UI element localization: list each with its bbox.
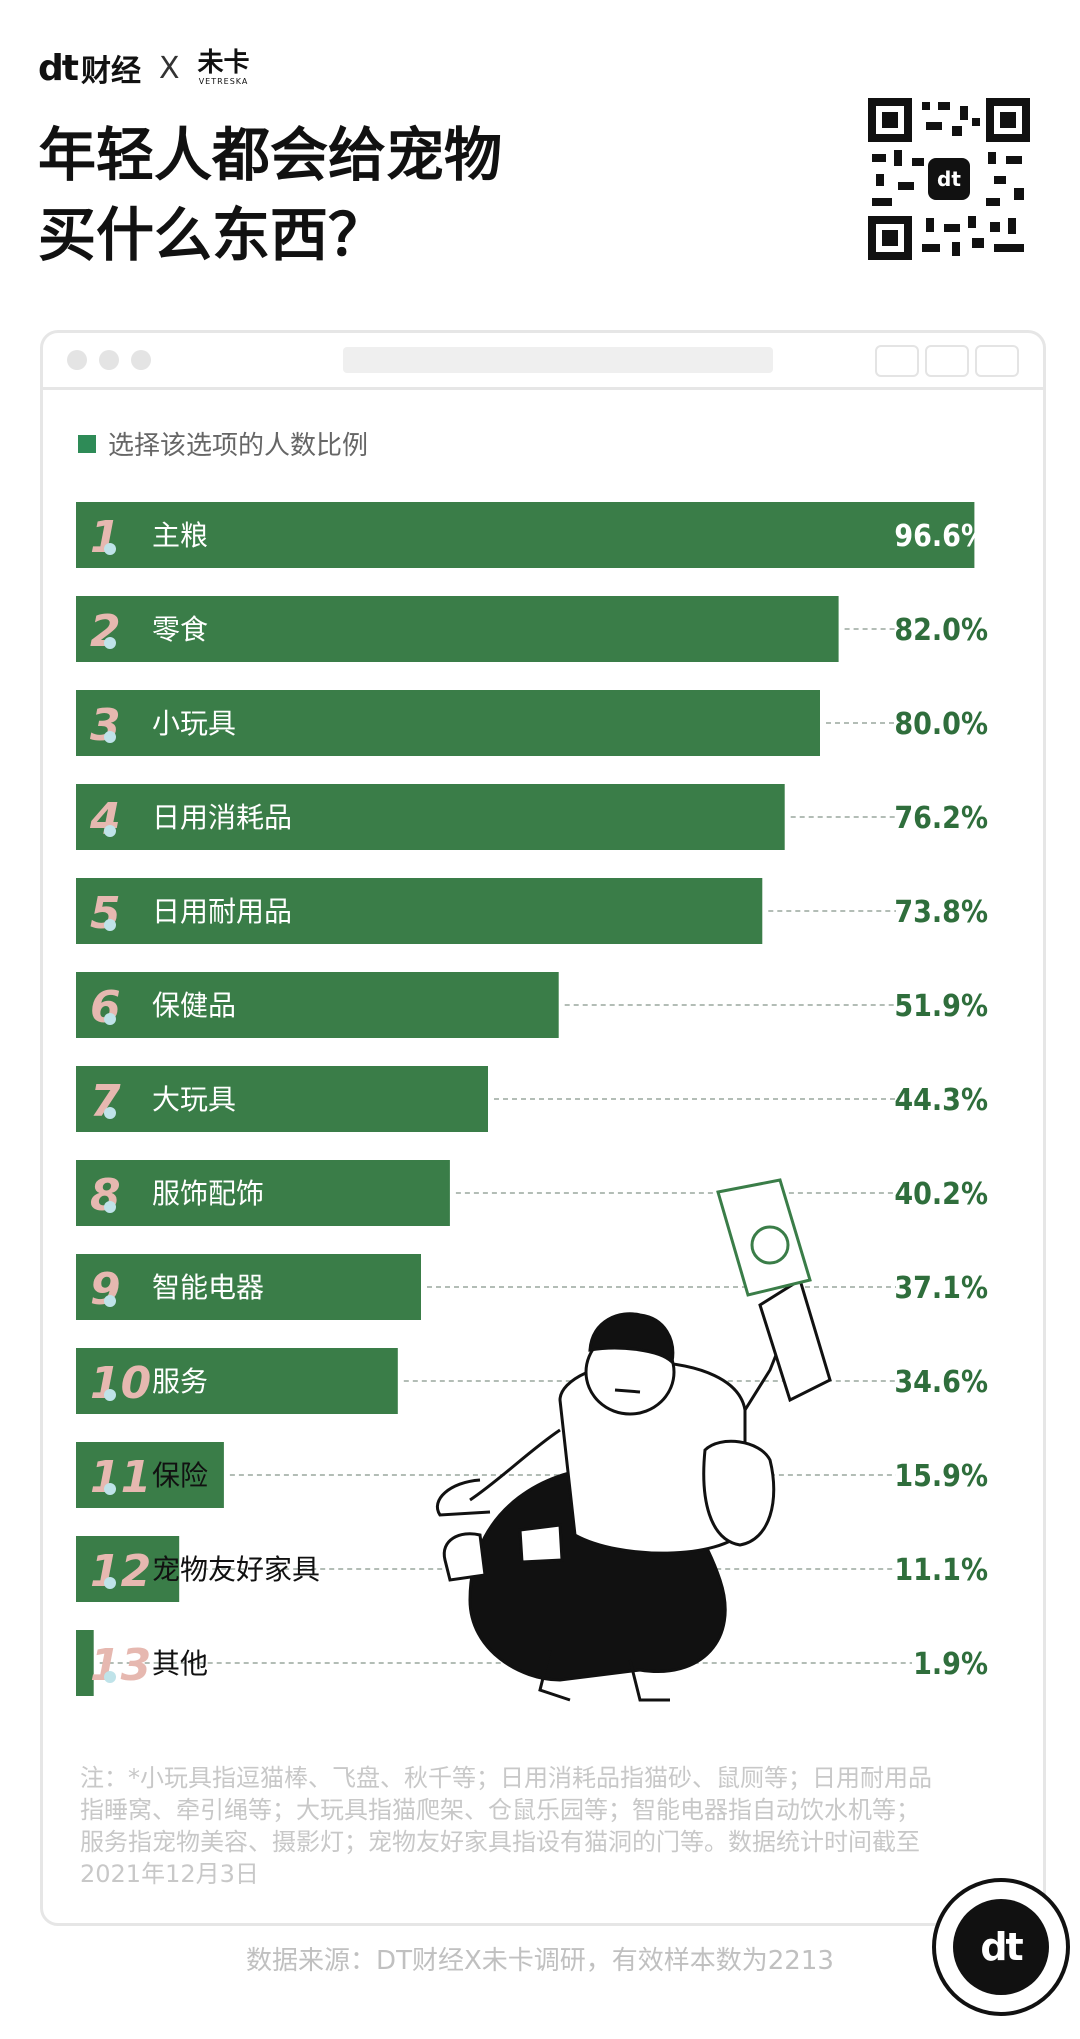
browser-title-bar: [43, 333, 1043, 390]
category-label-12: 宠物友好家具: [152, 1553, 320, 1586]
window-maximize-icon: [131, 350, 151, 370]
category-label-4: 日用消耗品: [152, 801, 292, 834]
bar-6: [76, 972, 559, 1038]
partner-logo-subtext: VETRESKA: [198, 77, 249, 86]
category-label-13: 其他: [152, 1647, 208, 1680]
category-label-2: 零食: [152, 613, 208, 646]
category-label-7: 大玩具: [152, 1083, 236, 1116]
rank-number-1: 1: [90, 512, 121, 563]
value-label-5: 73.8%: [894, 895, 988, 930]
bar-7: [76, 1066, 488, 1132]
rank-number-13: 13: [90, 1640, 151, 1691]
rank-dot-10: [104, 1389, 116, 1401]
rank-number-11: 11: [90, 1452, 151, 1503]
brand-separator: X: [158, 50, 180, 86]
rank-number-2: 2: [90, 606, 121, 657]
value-label-12: 11.1%: [894, 1553, 988, 1588]
rank-number-10: 10: [90, 1358, 151, 1409]
value-label-13: 1.9%: [913, 1647, 988, 1682]
value-label-1: 96.6%: [894, 519, 988, 554]
chart-legend: 选择该选项的人数比例: [78, 425, 368, 462]
tabs-icon: [975, 345, 1019, 377]
legend-swatch: [78, 434, 96, 453]
bar-5: [76, 878, 763, 944]
value-label-7: 44.3%: [894, 1083, 988, 1118]
category-label-11: 保险: [152, 1459, 208, 1492]
value-label-10: 34.6%: [894, 1365, 988, 1400]
svg-text:dt: dt: [937, 167, 961, 191]
rank-dot-13: [104, 1671, 116, 1683]
bar-8: [76, 1160, 450, 1226]
brand-header: dt 财经 X 未卡 VETRESKA: [38, 46, 250, 90]
category-label-3: 小玩具: [152, 707, 236, 740]
rank-number-4: 4: [89, 794, 121, 845]
chart-footnote: 注：*小玩具指逗猫棒、飞盘、秋千等；日用消耗品指猫砂、鼠厕等；日用耐用品指睡窝、…: [80, 1764, 932, 1888]
category-label-1: 主粮: [152, 519, 208, 552]
window-close-icon: [67, 350, 87, 370]
rank-number-6: 6: [90, 982, 121, 1033]
rank-dot-2: [104, 637, 116, 649]
rank-dot-7: [104, 1107, 116, 1119]
rank-dot-11: [104, 1483, 116, 1495]
bar-10: [76, 1348, 398, 1414]
bar-13: [76, 1630, 94, 1696]
bar-11: [76, 1442, 224, 1508]
rank-dot-4: [104, 825, 116, 837]
rank-number-7: 7: [90, 1076, 121, 1127]
rank-dot-1: [104, 543, 116, 555]
category-label-8: 服饰配饰: [152, 1177, 264, 1210]
title-line-1: 年轻人都会给宠物: [38, 121, 503, 189]
person-with-pet-bags-illustration: [436, 1178, 832, 1702]
window-minimize-icon: [99, 350, 119, 370]
bars-group: 1 主粮 96.6% 2 零食 82.0% 3 小玩具 80.0% 4 日用消耗品 76.2% 5 日用耐…: [76, 502, 988, 1696]
bar-3: [76, 690, 820, 756]
legend-label: 选择该选项的人数比例: [108, 431, 369, 461]
rank-number-12: 12: [90, 1546, 151, 1597]
category-label-9: 智能电器: [152, 1271, 264, 1304]
value-label-8: 40.2%: [894, 1177, 988, 1212]
value-label-4: 76.2%: [894, 801, 988, 836]
rank-number-9: 9: [90, 1264, 121, 1315]
rank-dot-3: [104, 731, 116, 743]
dt-badge-logo: dt: [932, 1878, 1070, 2016]
partner-logo: 未卡 VETRESKA: [198, 50, 250, 86]
category-label-5: 日用耐用品: [152, 895, 292, 928]
partner-logo-text: 未卡: [197, 48, 250, 78]
dt-badge-text: dt: [953, 1899, 1049, 1995]
rank-dot-9: [104, 1295, 116, 1307]
dt-logo: dt: [38, 47, 79, 89]
value-label-9: 37.1%: [894, 1271, 988, 1306]
bar-4: [76, 784, 785, 850]
record-icon: [875, 345, 919, 377]
value-label-2: 82.0%: [894, 613, 988, 648]
value-label-11: 15.9%: [894, 1459, 988, 1494]
qr-code-icon: dt: [868, 98, 1030, 260]
rank-number-3: 3: [90, 700, 121, 751]
category-label-6: 保健品: [152, 989, 236, 1022]
rank-number-5: 5: [90, 888, 121, 939]
rank-dot-8: [104, 1201, 116, 1213]
caijing-logo-text: 财经: [80, 54, 141, 89]
rank-dot-12: [104, 1577, 116, 1589]
rank-number-8: 8: [90, 1170, 121, 1221]
page-title: 年轻人都会给宠物 买什么东西？: [38, 115, 502, 275]
address-bar: [343, 347, 773, 373]
bar-2: [76, 596, 839, 662]
rank-dot-6: [104, 1013, 116, 1025]
bar-12: [76, 1536, 180, 1602]
category-label-10: 服务: [152, 1365, 208, 1398]
title-line-2: 买什么东西？: [38, 201, 387, 269]
bar-9: [76, 1254, 421, 1320]
value-label-6: 51.9%: [894, 989, 988, 1024]
share-icon: [925, 345, 969, 377]
rank-dot-5: [104, 919, 116, 931]
value-label-3: 80.0%: [894, 707, 988, 742]
bar-1: [76, 502, 975, 568]
data-source: 数据来源：DT财经X未卡调研，有效样本数为2213: [246, 1946, 834, 1976]
